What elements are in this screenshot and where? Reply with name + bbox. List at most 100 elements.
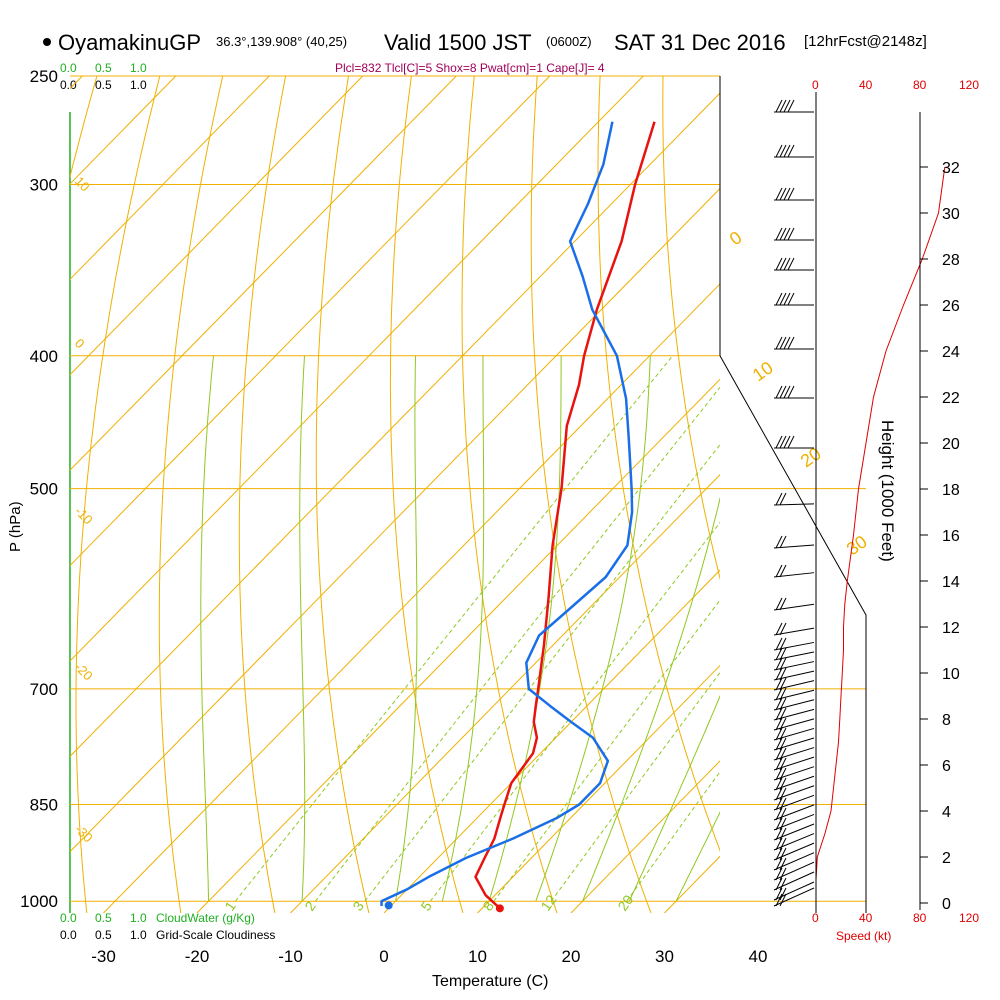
y2-axis-label: Height (1000 Feet) [878, 420, 897, 562]
isobar-label: 250 [30, 67, 58, 86]
surface-dewpoint-dot [384, 901, 393, 910]
wind-barb-feather [775, 887, 783, 901]
cw-bot-tick-2: 1.0 [130, 911, 147, 925]
isotherm-line [70, 76, 270, 281]
wind-barb-shaft [773, 727, 815, 741]
mixing-ratio-label: 5 [417, 898, 435, 914]
wind-barb-feather [775, 637, 783, 651]
cloudwater-scale-bottom: 0.0 0.5 1.0 CloudWater (g/Kg) 0.0 0.5 1.… [60, 911, 275, 942]
isotherm-line [70, 187, 720, 853]
height-tick-label: 30 [942, 206, 960, 223]
wind-barb-feather [779, 187, 787, 201]
height-tick-label: 16 [942, 528, 960, 545]
wind-barb-feather [783, 336, 791, 350]
wind-barb-feather [779, 893, 787, 907]
moist-adiabat-line [582, 496, 720, 902]
station-bullet-icon [43, 38, 51, 46]
speed-top-tick-0: 0 [812, 78, 819, 92]
moist-adiabat-line [200, 355, 214, 902]
wind-barb-shaft [773, 813, 815, 831]
height-tick-label: 14 [942, 574, 960, 591]
dry-adiabat-line [726, 76, 933, 913]
wind-barb-shaft [773, 852, 815, 871]
wind-barb-feather [775, 807, 783, 821]
height-tick-label: 28 [942, 252, 960, 269]
wind-barb-feather [779, 837, 787, 851]
wind-barb-feather [775, 707, 783, 721]
wind-barb-feather [775, 677, 783, 691]
x-tick-label: 30 [655, 947, 674, 966]
wind-barb-feather [775, 757, 783, 771]
wind-barb-feather [787, 257, 795, 271]
speed-top-tick-1: 40 [859, 78, 873, 92]
wind-barb-feather [787, 144, 795, 158]
wind-barb-feather [775, 667, 783, 681]
cw-bot-tick-0: 0.0 [60, 911, 77, 925]
isotherm-line [70, 76, 177, 185]
wind-barb-feather [775, 144, 783, 158]
isotherm-left-label: -30 [72, 822, 96, 846]
wind-barb-feather [783, 99, 791, 113]
height-tick-label: 18 [942, 482, 960, 499]
height-tick-label: 0 [942, 896, 951, 913]
isotherm-line [196, 378, 720, 913]
dry-adiabat-line [461, 76, 558, 913]
isotherm-left-label: -10 [72, 504, 96, 528]
mixing-ratio-label: 3 [349, 898, 367, 914]
wind-barb-feather [775, 717, 783, 731]
x-tick-label: 0 [379, 947, 388, 966]
height-tick-label: 20 [942, 436, 960, 453]
isotherm-line [70, 76, 364, 376]
moist-adiabat-line [299, 355, 306, 902]
mixing-ratio-line [314, 386, 720, 902]
grid-labels: 25030040050070085010000102030100-10-20-3… [20, 67, 871, 914]
height-tick-label: 10 [942, 666, 960, 683]
wind-barb-feather [779, 535, 787, 549]
speed-profile [815, 166, 946, 903]
speed-axis-label: Speed (kt) [836, 929, 891, 943]
dry-adiabat-line [852, 76, 1000, 913]
cl-bot-tick-2: 1.0 [130, 928, 147, 942]
wind-barb-feather [775, 747, 783, 761]
mixing-ratio-label: 20 [614, 892, 636, 914]
wind-barb-feather [775, 657, 783, 671]
moist-adiabat-line [395, 355, 418, 902]
wind-barb-feather [787, 385, 795, 399]
wind-barb-feather [775, 867, 783, 881]
x-tick-label: 40 [749, 947, 768, 966]
wind-barb-shaft [773, 503, 815, 506]
cl-bot-tick-0: 0.0 [60, 928, 77, 942]
height-tick-label: 8 [942, 712, 951, 729]
speed-bot-tick-1: 40 [859, 911, 873, 925]
wind-barb-feather [775, 385, 783, 399]
height-tick-label: 32 [942, 160, 960, 177]
cl-top-tick-0: 0.0 [60, 78, 77, 92]
wind-barb-feather [779, 144, 787, 158]
wind-barb-feather [783, 257, 791, 271]
wind-barb-shaft [773, 842, 815, 861]
wind-barb-feather [787, 336, 795, 350]
cl-top-tick-2: 1.0 [130, 78, 147, 92]
speed-profile-line [815, 166, 946, 903]
wind-barb-feather [779, 292, 787, 306]
wind-barb-feather [775, 336, 783, 350]
mixing-ratio-line [493, 599, 720, 902]
wind-barb-feather [775, 564, 783, 578]
dry-adiabat-line [315, 76, 370, 913]
isobar-label: 300 [30, 176, 58, 195]
height-tick-label: 2 [942, 850, 951, 867]
speed-top-tick-2: 80 [913, 78, 927, 92]
axes: -30 -20 -10 0 10 20 30 400246810121416182022242… [91, 92, 960, 966]
dry-adiabat-line [662, 76, 720, 581]
wind-barb-feather [779, 227, 787, 241]
dry-adiabat-label: 30 [843, 531, 871, 559]
isotherm-line [852, 76, 1000, 913]
dry-adiabat-line [75, 76, 161, 913]
wind-barb-feather [779, 737, 787, 751]
x-tick-label: 10 [468, 947, 487, 966]
wind-barb-feather [779, 827, 787, 841]
surface-temperature-dot [495, 904, 504, 913]
wind-barb-feather [779, 597, 787, 611]
wind-barb-shaft [773, 823, 815, 841]
